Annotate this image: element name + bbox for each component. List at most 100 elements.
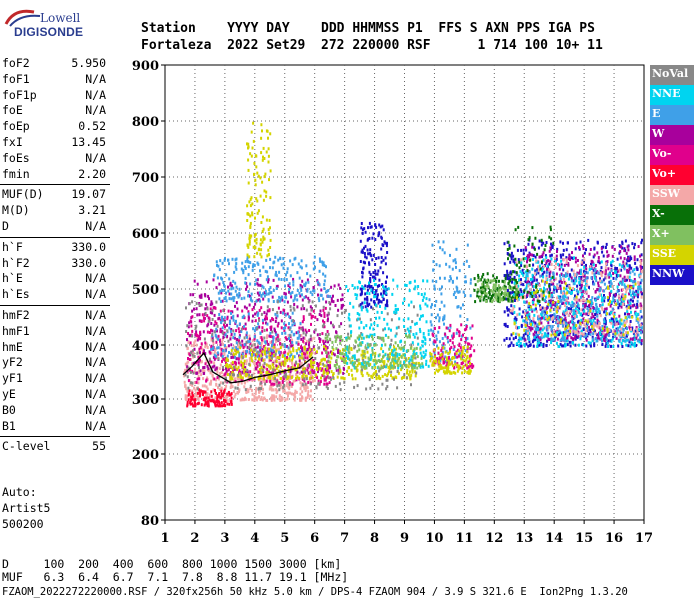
echo-point bbox=[389, 343, 392, 347]
echo-point bbox=[371, 366, 374, 370]
echo-point bbox=[211, 365, 214, 369]
echo-point bbox=[302, 328, 304, 332]
echo-point bbox=[550, 253, 553, 257]
echo-point bbox=[572, 337, 575, 341]
echo-point bbox=[567, 262, 570, 265]
echo-point bbox=[210, 300, 213, 304]
echo-point bbox=[354, 366, 357, 369]
echo-point bbox=[251, 319, 254, 323]
echo-point bbox=[191, 389, 194, 393]
echo-point bbox=[281, 343, 284, 347]
echo-point bbox=[263, 336, 266, 340]
echo-point bbox=[257, 283, 260, 287]
echo-point bbox=[289, 308, 292, 312]
echo-point bbox=[374, 354, 376, 358]
echo-point bbox=[363, 227, 366, 231]
echo-point bbox=[191, 402, 194, 406]
echo-point bbox=[309, 354, 312, 358]
echo-point bbox=[278, 350, 281, 354]
echo-point bbox=[259, 194, 262, 198]
echo-point bbox=[220, 389, 223, 393]
echo-point bbox=[255, 398, 258, 402]
echo-point bbox=[211, 309, 214, 313]
echo-point bbox=[329, 337, 331, 341]
echo-point bbox=[539, 327, 542, 331]
echo-point bbox=[306, 353, 309, 357]
echo-point bbox=[340, 352, 342, 356]
echo-point bbox=[508, 337, 511, 341]
echo-point bbox=[430, 353, 433, 356]
echo-point bbox=[604, 307, 607, 311]
echo-point bbox=[399, 360, 402, 364]
echo-point bbox=[639, 264, 642, 268]
echo-point bbox=[258, 325, 261, 329]
echo-point bbox=[207, 404, 210, 408]
echo-point bbox=[242, 271, 245, 275]
echo-point bbox=[253, 361, 256, 365]
echo-point bbox=[214, 306, 217, 310]
echo-point bbox=[602, 245, 605, 249]
echo-point bbox=[364, 345, 367, 349]
echo-point bbox=[213, 323, 216, 327]
echo-point bbox=[511, 277, 514, 281]
echo-point bbox=[356, 368, 359, 372]
echo-point bbox=[236, 293, 238, 297]
echo-point bbox=[553, 288, 556, 291]
echo-point bbox=[261, 318, 264, 322]
echo-point bbox=[570, 288, 573, 292]
echo-point bbox=[565, 284, 568, 288]
echo-point bbox=[279, 297, 282, 301]
echo-point bbox=[422, 340, 425, 344]
echo-point bbox=[531, 253, 534, 257]
echo-point bbox=[388, 370, 390, 374]
echo-point bbox=[221, 404, 224, 408]
echo-point bbox=[198, 319, 201, 323]
echo-point bbox=[395, 332, 398, 336]
echo-point bbox=[360, 292, 363, 296]
echo-point bbox=[298, 363, 301, 367]
echo-point bbox=[283, 278, 286, 282]
echo-point bbox=[480, 295, 483, 298]
echo-point bbox=[195, 332, 198, 336]
echo-point bbox=[188, 334, 191, 337]
echo-point bbox=[328, 301, 331, 304]
echo-point bbox=[191, 329, 194, 333]
echo-point bbox=[243, 296, 246, 300]
echo-point bbox=[280, 278, 283, 281]
echo-point bbox=[224, 296, 227, 300]
echo-point bbox=[516, 287, 519, 290]
echo-point bbox=[255, 352, 258, 356]
echo-point bbox=[527, 242, 530, 246]
echo-point bbox=[248, 255, 251, 259]
echo-point bbox=[494, 285, 497, 289]
echo-point bbox=[437, 360, 440, 364]
echo-point bbox=[382, 284, 384, 288]
echo-point bbox=[525, 248, 528, 252]
echo-point bbox=[271, 353, 274, 356]
echo-point bbox=[267, 228, 270, 232]
echo-point bbox=[259, 371, 262, 375]
echo-point bbox=[452, 259, 455, 263]
echo-point bbox=[268, 364, 271, 368]
echo-point bbox=[305, 308, 308, 312]
echo-point bbox=[507, 308, 510, 312]
echo-point bbox=[432, 260, 435, 264]
echo-point bbox=[332, 294, 334, 298]
echo-point bbox=[241, 261, 244, 265]
echo-point bbox=[518, 307, 521, 311]
echo-point bbox=[189, 381, 192, 385]
echo-point bbox=[469, 347, 472, 350]
echo-point bbox=[454, 261, 457, 265]
echo-point bbox=[288, 383, 291, 387]
echo-point bbox=[288, 381, 291, 385]
echo-point bbox=[499, 299, 501, 303]
echo-point bbox=[247, 337, 250, 341]
echo-point bbox=[532, 289, 535, 293]
echo-point bbox=[549, 254, 552, 258]
echo-point bbox=[270, 328, 273, 331]
echo-point bbox=[192, 344, 195, 347]
echo-point bbox=[634, 329, 637, 333]
echo-point bbox=[345, 285, 348, 288]
echo-point bbox=[378, 223, 381, 227]
echo-point bbox=[461, 351, 464, 355]
